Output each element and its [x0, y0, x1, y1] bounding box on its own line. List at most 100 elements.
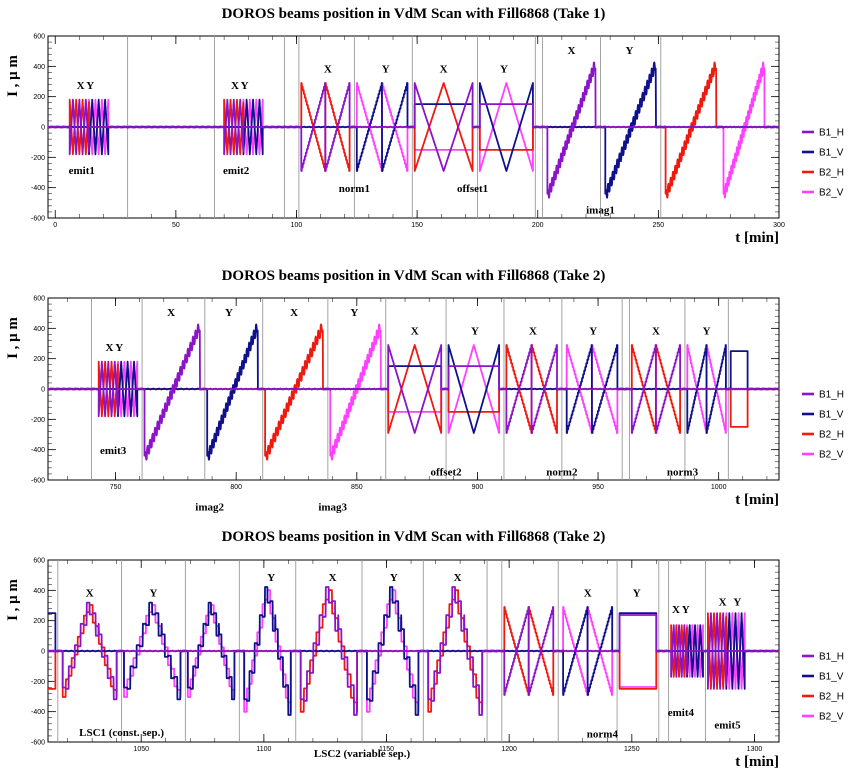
- x-tick-label: 950: [592, 484, 604, 491]
- x-tick-label: 50: [172, 222, 180, 229]
- legend-label: B2_H: [819, 168, 844, 179]
- x-tick-label: 900: [472, 484, 484, 491]
- x-tick-label: 300: [773, 222, 785, 229]
- scan-annotation: norm3: [667, 466, 699, 478]
- y-tick-label: 400: [33, 588, 45, 595]
- chart-panel-2: DOROS beams position in VdM Scan with Fi…: [5, 268, 844, 513]
- scan-annotation: X: [454, 572, 462, 584]
- scan-annotation: Y: [589, 325, 597, 337]
- y-axis-label: I , μ m: [5, 317, 21, 359]
- scan-annotation: X: [719, 597, 727, 609]
- series-b1-v: [48, 61, 779, 199]
- x-tick-label: 1000: [711, 484, 727, 491]
- scan-annotation: LSC2 (variable sep.): [314, 748, 411, 760]
- y-tick-label: 200: [33, 618, 45, 625]
- scan-annotation: imag1: [586, 204, 615, 216]
- scan-annotation: X: [86, 587, 94, 599]
- legend-label: B1_V: [819, 410, 844, 421]
- scan-annotation: norm1: [339, 183, 370, 195]
- chart-title: DOROS beams position in VdM Scan with Fi…: [222, 268, 606, 284]
- scan-annotation: offset2: [430, 466, 462, 478]
- scan-annotation: X: [568, 45, 576, 57]
- x-tick-label: 1050: [133, 746, 149, 753]
- y-axis-label: I , μ m: [5, 55, 21, 97]
- legend-label: B1_H: [819, 652, 844, 663]
- series-group: [48, 61, 779, 199]
- scan-annotation: X: [329, 572, 337, 584]
- scan-annotation: Y: [350, 307, 358, 319]
- legend-label: B1_V: [819, 672, 844, 683]
- x-axis-label: t [min]: [735, 754, 779, 769]
- legend-label: B2_V: [819, 450, 844, 461]
- x-tick-label: 1250: [624, 746, 640, 753]
- scan-annotation: X: [652, 325, 660, 337]
- scan-annotation: norm4: [587, 728, 619, 740]
- y-tick-label: 0: [41, 649, 45, 656]
- series-b1-h: [48, 586, 779, 716]
- scan-annotation: Y: [382, 63, 390, 75]
- x-tick-label: 250: [653, 222, 665, 229]
- x-tick-label: 100: [291, 222, 303, 229]
- legend-label: B2_H: [819, 430, 844, 441]
- x-tick-label: 1150: [379, 746, 394, 753]
- legend-label: B2_H: [819, 692, 844, 703]
- legend-label: B1_H: [819, 128, 844, 139]
- legend-label: B1_H: [819, 390, 844, 401]
- scan-annotation: emit4: [668, 707, 695, 719]
- x-tick-label: 800: [230, 484, 242, 491]
- y-tick-label: 600: [33, 296, 45, 303]
- scan-annotation: Y: [633, 587, 641, 599]
- scan-annotation: X: [106, 342, 114, 354]
- scan-annotation: X: [324, 63, 332, 75]
- legend-label: B2_V: [819, 712, 844, 723]
- x-tick-label: 750: [110, 484, 122, 491]
- x-tick-label: 150: [411, 222, 423, 229]
- scan-annotation: Y: [86, 80, 94, 92]
- x-tick-label: 1100: [256, 746, 271, 753]
- y-tick-label: 0: [41, 125, 45, 132]
- y-tick-label: -400: [31, 185, 45, 192]
- legend-label: B2_V: [819, 188, 844, 199]
- scan-annotation: X: [411, 325, 419, 337]
- x-axis-label: t [min]: [735, 230, 779, 246]
- scan-annotation: imag2: [195, 501, 224, 513]
- chart-panel-1: DOROS beams position in VdM Scan with Fi…: [5, 6, 844, 246]
- scan-annotation: emit1: [69, 165, 95, 177]
- y-tick-label: 400: [33, 326, 45, 333]
- chart-title: DOROS beams position in VdM Scan with Fi…: [222, 529, 606, 545]
- scan-annotation: Y: [225, 307, 233, 319]
- scan-annotation: X: [231, 80, 239, 92]
- scan-annotation: X: [167, 307, 175, 319]
- y-tick-label: -600: [31, 740, 45, 747]
- scan-annotation: X: [440, 63, 448, 75]
- series-group: [48, 586, 779, 716]
- scan-annotation: norm2: [546, 466, 578, 478]
- y-tick-label: -600: [31, 478, 45, 485]
- scan-annotation: X: [584, 587, 592, 599]
- scan-annotation: emit3: [100, 445, 127, 457]
- chart-title: DOROS beams position in VdM Scan with Fi…: [222, 6, 606, 22]
- scan-annotation: Y: [733, 597, 741, 609]
- y-tick-label: 0: [41, 387, 45, 394]
- y-tick-label: -400: [31, 447, 45, 454]
- series-b2-v: [48, 61, 779, 199]
- scan-annotation: X: [77, 80, 85, 92]
- y-tick-label: 400: [33, 64, 45, 71]
- x-tick-label: 1200: [501, 746, 517, 753]
- series-b1-h: [48, 61, 779, 199]
- y-axis-label: I , μ m: [5, 579, 21, 621]
- scan-annotation: Y: [682, 604, 690, 616]
- y-tick-label: -200: [31, 155, 45, 162]
- scan-annotation: Y: [471, 325, 479, 337]
- y-tick-label: 600: [33, 558, 45, 565]
- scan-annotation: Y: [115, 342, 123, 354]
- scan-annotation: X: [672, 604, 680, 616]
- series-b1-h: [48, 323, 779, 461]
- scan-annotation: LSC1 (const. sep.): [79, 727, 164, 739]
- series-b2-h: [48, 323, 779, 461]
- scan-annotation: Y: [150, 587, 158, 599]
- series-group: [48, 323, 779, 461]
- legend-label: B1_V: [819, 148, 844, 159]
- scan-annotation: Y: [500, 63, 508, 75]
